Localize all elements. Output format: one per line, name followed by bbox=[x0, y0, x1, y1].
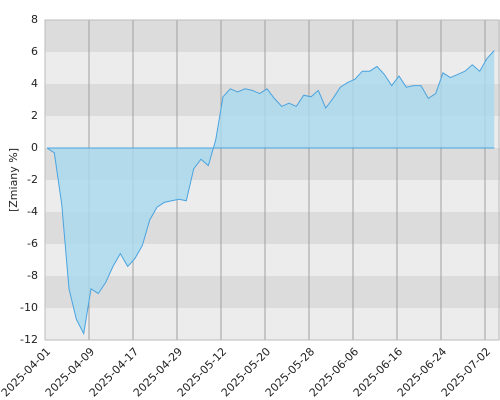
plot-frame bbox=[44, 19, 500, 341]
y-tick-label: 4 bbox=[31, 77, 38, 90]
plot-band bbox=[45, 20, 500, 52]
y-tick-label: -10 bbox=[20, 301, 38, 314]
y-axis-label: [Zmiany %] bbox=[7, 148, 20, 212]
area bbox=[47, 50, 495, 334]
y-tick-label: 8 bbox=[31, 13, 38, 26]
line bbox=[46, 50, 495, 336]
y-tick-label: 6 bbox=[31, 45, 38, 58]
y-tick-label: -8 bbox=[27, 269, 38, 282]
plot-band bbox=[45, 308, 500, 340]
y-tick-label: 2 bbox=[31, 109, 38, 122]
y-tick-label: 0 bbox=[31, 141, 38, 154]
y-tick-label: -4 bbox=[27, 205, 38, 218]
plot-band bbox=[45, 276, 500, 308]
y-tick-label: -2 bbox=[27, 173, 38, 186]
y-tick-label: -6 bbox=[27, 237, 38, 250]
y-tick-label: -12 bbox=[20, 333, 38, 346]
plot-band bbox=[45, 52, 500, 84]
